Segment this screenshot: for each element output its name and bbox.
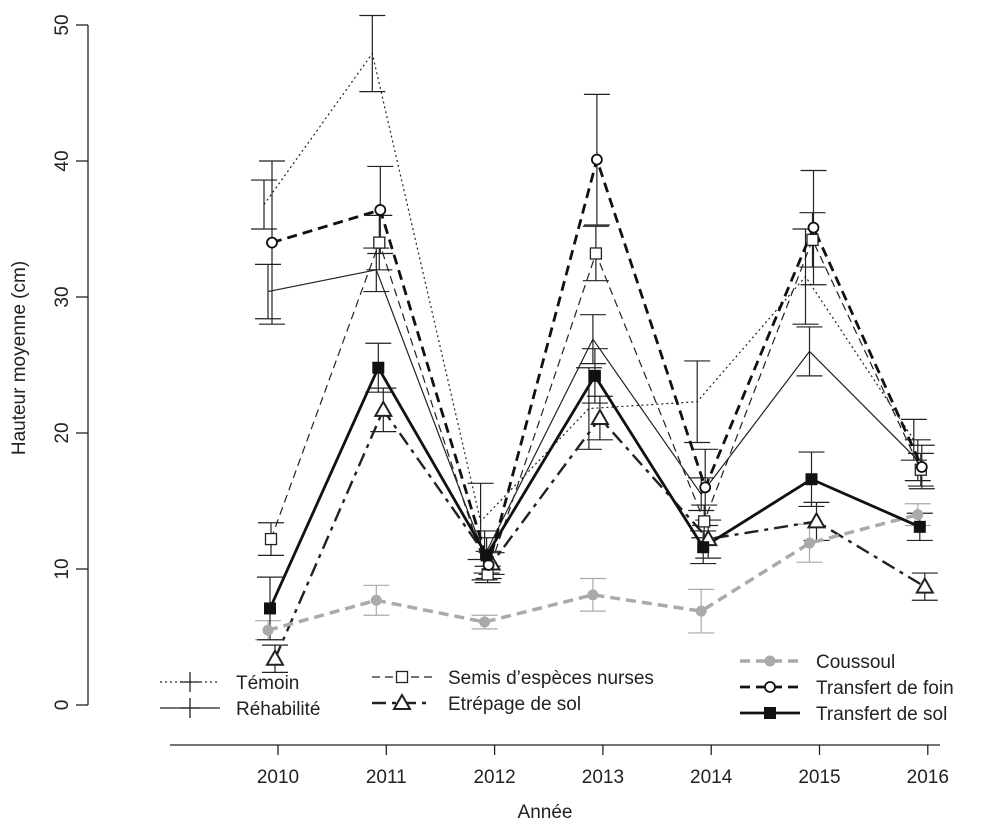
legend-label: Coussoul <box>816 652 895 673</box>
x-tick-label: 2015 <box>798 767 840 788</box>
series-line <box>273 408 926 660</box>
x-tick-label: 2012 <box>473 767 515 788</box>
data-point <box>805 473 818 486</box>
axes: 0 10 20 30 40 50 2010 2011 2012 2013 2014 2015 2016 <box>52 14 949 788</box>
data-point <box>695 605 707 617</box>
data-point <box>912 509 924 521</box>
x-tick-label: 2013 <box>582 767 624 788</box>
data-point <box>590 408 610 426</box>
data-point <box>915 461 928 473</box>
y-tick-label: 50 <box>52 14 73 35</box>
y-axis-title: Hauteur moyenne (cm) <box>9 261 30 455</box>
legend-item: Réhabilité <box>160 698 321 720</box>
legend-label: Transfert de foin <box>816 678 954 699</box>
legend-label: Semis d’espèces nurses <box>448 668 654 689</box>
y-tick-label: 0 <box>52 700 73 711</box>
data-point <box>698 515 711 528</box>
series-line <box>267 269 919 557</box>
data-point <box>265 648 285 666</box>
error-bars <box>251 14 938 673</box>
data-point <box>591 153 603 166</box>
data-point <box>479 616 491 628</box>
data-point <box>372 361 385 374</box>
data-point <box>697 541 710 554</box>
data-point <box>264 532 278 546</box>
y-tick-label: 10 <box>52 558 73 579</box>
legend-swatch-marker <box>764 707 776 719</box>
x-tick-label: 2010 <box>257 767 299 788</box>
data-point <box>373 399 394 417</box>
legend-label: Réhabilité <box>236 699 321 720</box>
x-axis-title: Année <box>518 802 573 823</box>
legend: Témoin Réhabilité Semis d’espèces nurses Et… <box>160 652 954 725</box>
data-point <box>699 481 712 494</box>
legend-item: Coussoul <box>740 652 895 673</box>
data-point <box>373 236 386 249</box>
legend-item: Transfert de foin <box>740 678 954 699</box>
y-tick-label: 20 <box>52 422 73 443</box>
data-point <box>482 559 495 571</box>
data-point <box>589 247 603 260</box>
data-point <box>266 236 278 249</box>
data-point <box>915 576 935 594</box>
legend-item: Semis d’espèces nurses <box>372 668 654 689</box>
data-point <box>370 594 382 606</box>
legend-swatch-marker <box>764 655 776 667</box>
y-tick-label: 30 <box>52 286 73 307</box>
data-point <box>480 549 493 562</box>
legend-swatch-marker <box>395 670 409 684</box>
x-tick-label: 2016 <box>907 767 949 788</box>
x-tick-label: 2014 <box>690 767 733 788</box>
data-point <box>806 511 827 529</box>
series-line <box>263 52 915 523</box>
y-tick-label: 40 <box>52 150 73 171</box>
series-line <box>268 366 921 610</box>
legend-item: Transfert de sol <box>740 704 947 725</box>
legend-label: Témoin <box>236 673 299 694</box>
data-point <box>806 233 819 247</box>
data-point <box>807 221 820 234</box>
legend-label: Etrépage de sol <box>448 694 581 715</box>
data-point <box>913 520 926 533</box>
data-point <box>587 589 599 601</box>
data-point <box>264 602 276 615</box>
x-tick-label: 2011 <box>366 767 407 788</box>
legend-swatch-marker <box>764 681 776 693</box>
series-line <box>267 512 919 632</box>
legend-label: Transfert de sol <box>816 704 947 725</box>
series-markers <box>262 153 935 666</box>
data-point <box>804 537 815 549</box>
data-point <box>262 624 274 636</box>
legend-item: Etrépage de sol <box>372 692 581 715</box>
data-point <box>588 369 601 382</box>
legend-item: Témoin <box>160 672 299 694</box>
legend-swatch-marker <box>392 692 412 710</box>
data-point <box>374 204 387 216</box>
